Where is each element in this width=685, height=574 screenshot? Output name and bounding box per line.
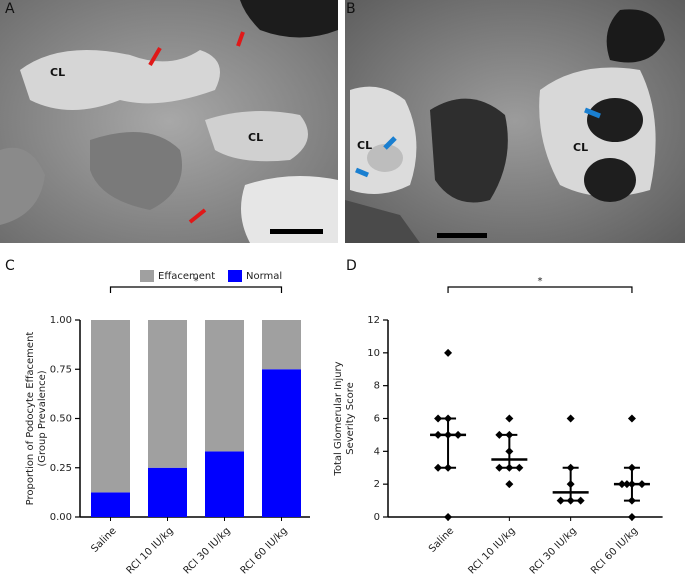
bar-segment [205, 320, 244, 452]
x-tick-label: RCI 10 IU/kg [125, 525, 176, 574]
annotation: CL [50, 66, 65, 79]
y-tick-label: 1.00 [50, 315, 72, 326]
y-tick-label: 0.50 [50, 414, 72, 425]
data-point [495, 430, 504, 439]
legend-label: Effacement [158, 271, 215, 282]
bar-segment [91, 320, 130, 493]
legend-swatch [140, 270, 154, 282]
data-point [576, 496, 585, 505]
micrograph-a: A CL CL [0, 0, 338, 243]
data-point [627, 414, 636, 423]
y-axis-label: Severity Score [345, 382, 356, 455]
y-tick-label: 0.75 [50, 364, 72, 375]
data-point [495, 463, 504, 472]
panel-label: D [346, 258, 357, 274]
y-axis-label: (Group Prevalence) [37, 370, 48, 466]
bar-segment [148, 320, 187, 468]
bar-segment [262, 369, 301, 517]
data-point [515, 463, 524, 472]
panel-label: B [346, 1, 356, 17]
significance-bracket [447, 286, 633, 293]
data-point [434, 414, 443, 423]
x-tick-label: Saline [427, 525, 456, 554]
y-tick-label: 6 [374, 414, 380, 425]
panel-label: C [5, 258, 15, 274]
data-point [434, 463, 443, 472]
data-point [627, 513, 636, 521]
y-tick-label: 4 [374, 446, 380, 457]
x-tick-label: RCI 60 IU/kg [589, 525, 640, 574]
data-point [566, 414, 575, 423]
x-tick-label: RCI 30 IU/kg [528, 525, 579, 574]
bar-segment [148, 467, 187, 517]
x-tick-label: RCI 60 IU/kg [239, 525, 290, 574]
legend-swatch [228, 270, 242, 282]
bar-segment [262, 320, 301, 370]
bar-segment [91, 492, 130, 517]
data-point [556, 496, 565, 505]
x-tick-label: RCI 30 IU/kg [182, 525, 233, 574]
data-point [505, 480, 514, 489]
y-tick-label: 0.25 [50, 463, 72, 474]
micrograph-b: B CL CL [345, 0, 685, 243]
y-tick-label: 8 [374, 381, 380, 392]
bar-segment [205, 451, 244, 517]
y-axis-label: Proportion of Podocyte Effacement [25, 332, 36, 506]
data-point [444, 348, 453, 357]
x-tick-label: RCI 10 IU/kg [467, 525, 518, 574]
y-axis-label: Total Glomerular Injury [333, 361, 344, 476]
x-tick-label: Saline [89, 525, 118, 554]
legend-label: Normal [246, 271, 282, 282]
significance-label: * [538, 276, 543, 287]
annotation: CL [573, 141, 588, 154]
significance-label: * [194, 276, 199, 287]
data-point [505, 414, 514, 423]
y-tick-label: 12 [367, 315, 380, 326]
y-tick-label: 0 [374, 512, 380, 523]
data-point [444, 513, 453, 521]
significance-bracket [109, 286, 283, 293]
y-tick-label: 2 [374, 479, 380, 490]
panel-label: A [5, 1, 15, 17]
y-tick-label: 10 [367, 348, 380, 359]
y-tick-label: 0.00 [50, 512, 72, 523]
annotation: CL [357, 139, 372, 152]
annotation: CL [248, 131, 263, 144]
